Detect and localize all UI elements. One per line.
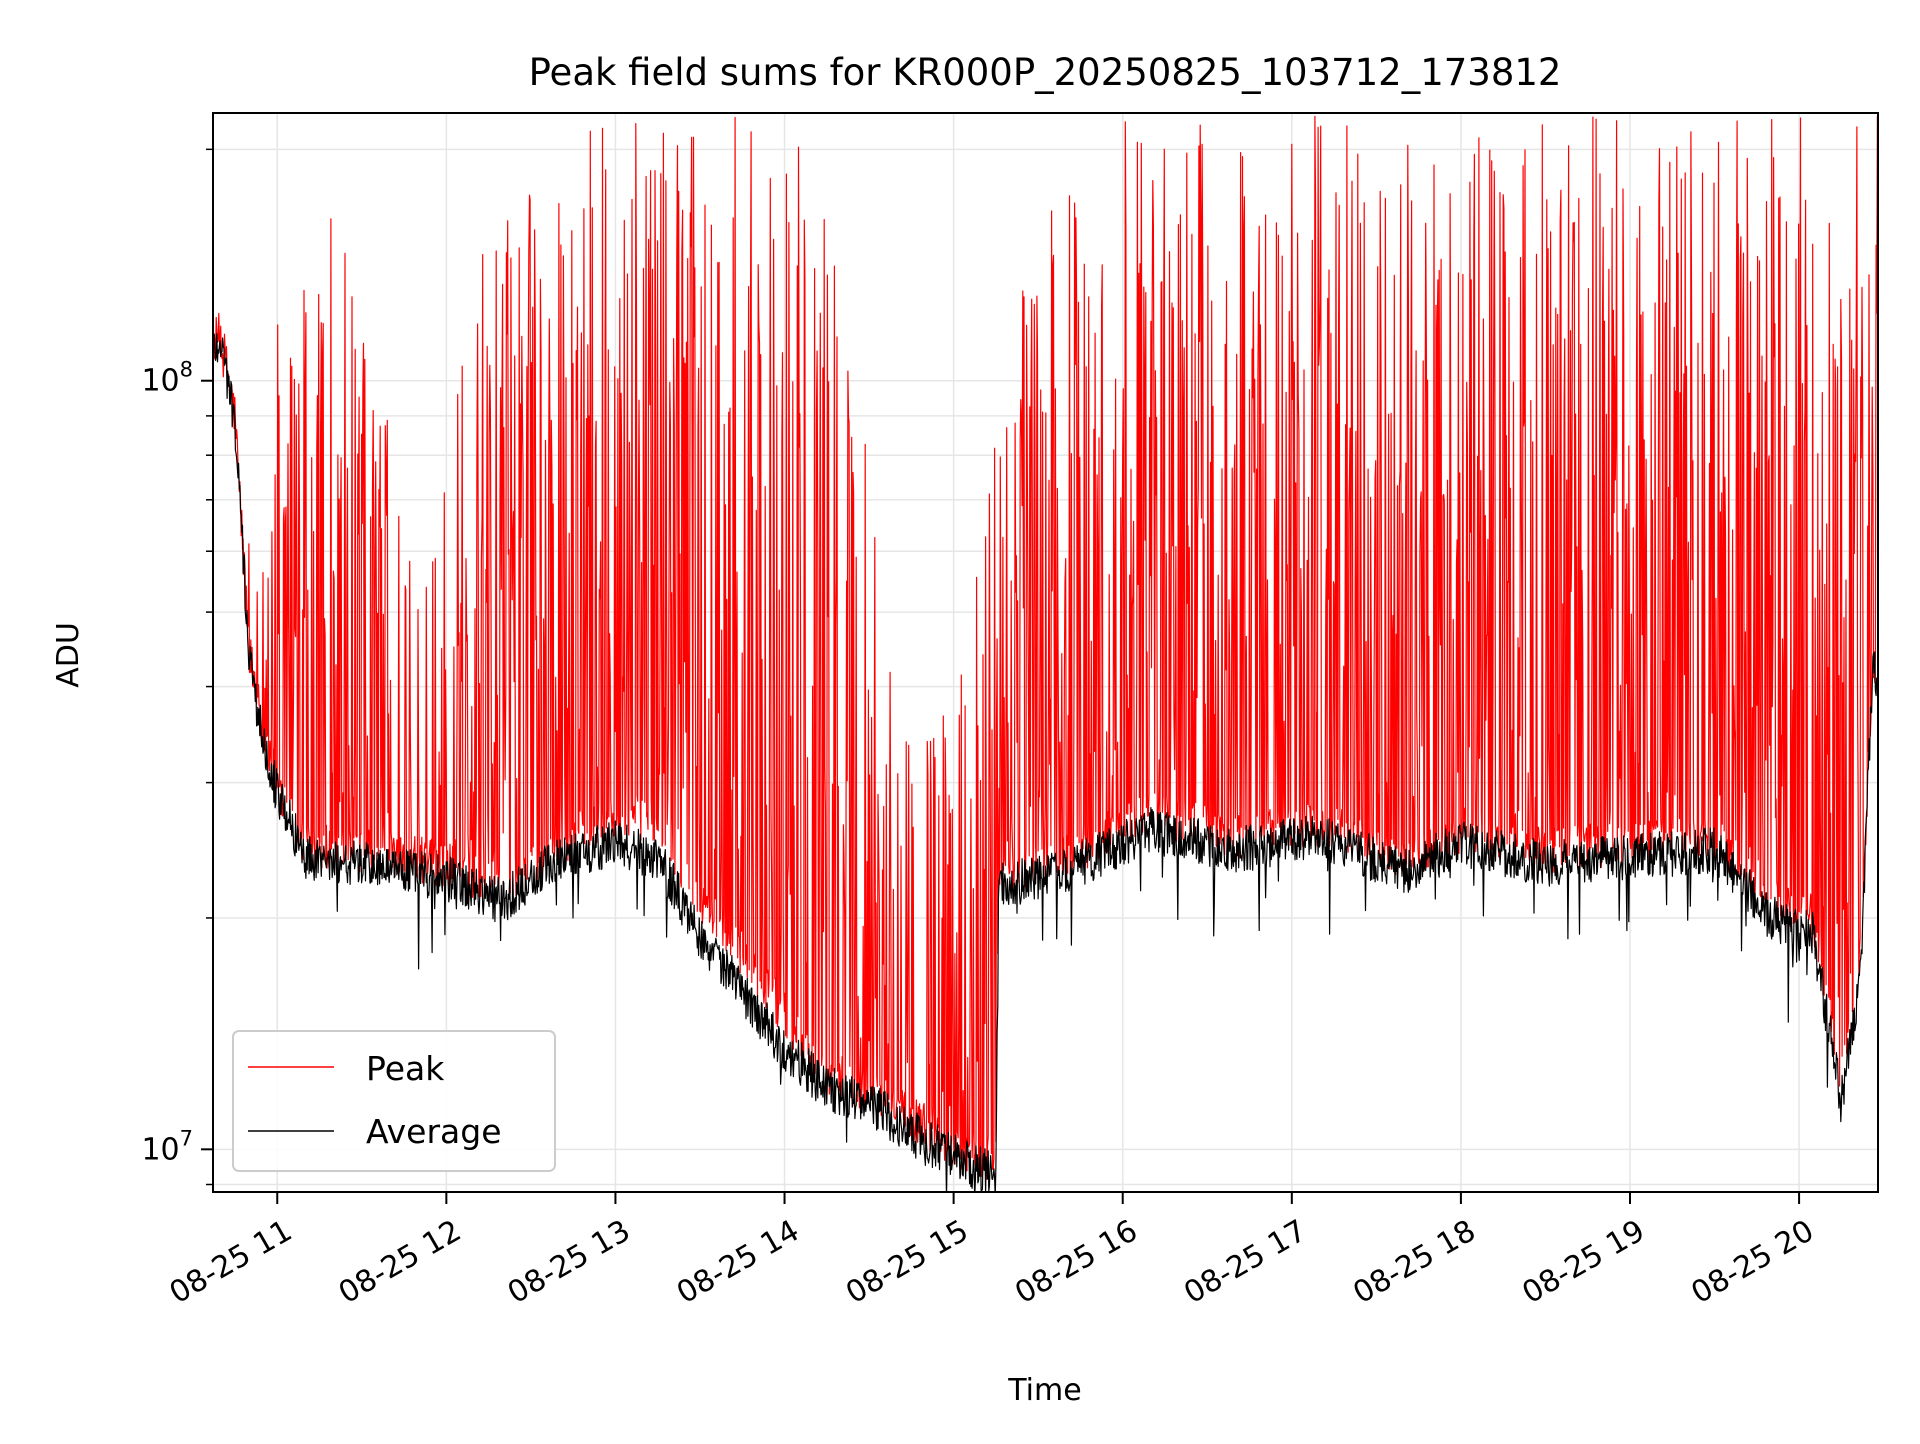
y-tick-label-exponent: 7 [180, 1126, 193, 1150]
legend-box [232, 1030, 556, 1172]
plot-area [213, 115, 1878, 1192]
y-tick-label-exponent: 8 [180, 358, 193, 382]
plot-frame [212, 112, 1879, 1193]
legend-label-average: Average [366, 1112, 502, 1151]
legend: Peak Average [232, 1030, 556, 1172]
series-average-line [213, 333, 1878, 1192]
series-peak-line [213, 115, 1878, 1180]
y-tick-label-base: 10 [141, 1132, 179, 1167]
y-tick-label-base: 10 [141, 364, 179, 399]
y-tick-label: 108 [141, 358, 193, 399]
y-tick-label: 107 [141, 1126, 193, 1167]
y-axis-label: ADU [51, 622, 86, 688]
legend-label-peak: Peak [366, 1049, 445, 1088]
chart-title: Peak field sums for KR000P_20250825_1037… [529, 51, 1562, 94]
x-axis-label: Time [1007, 1373, 1081, 1408]
